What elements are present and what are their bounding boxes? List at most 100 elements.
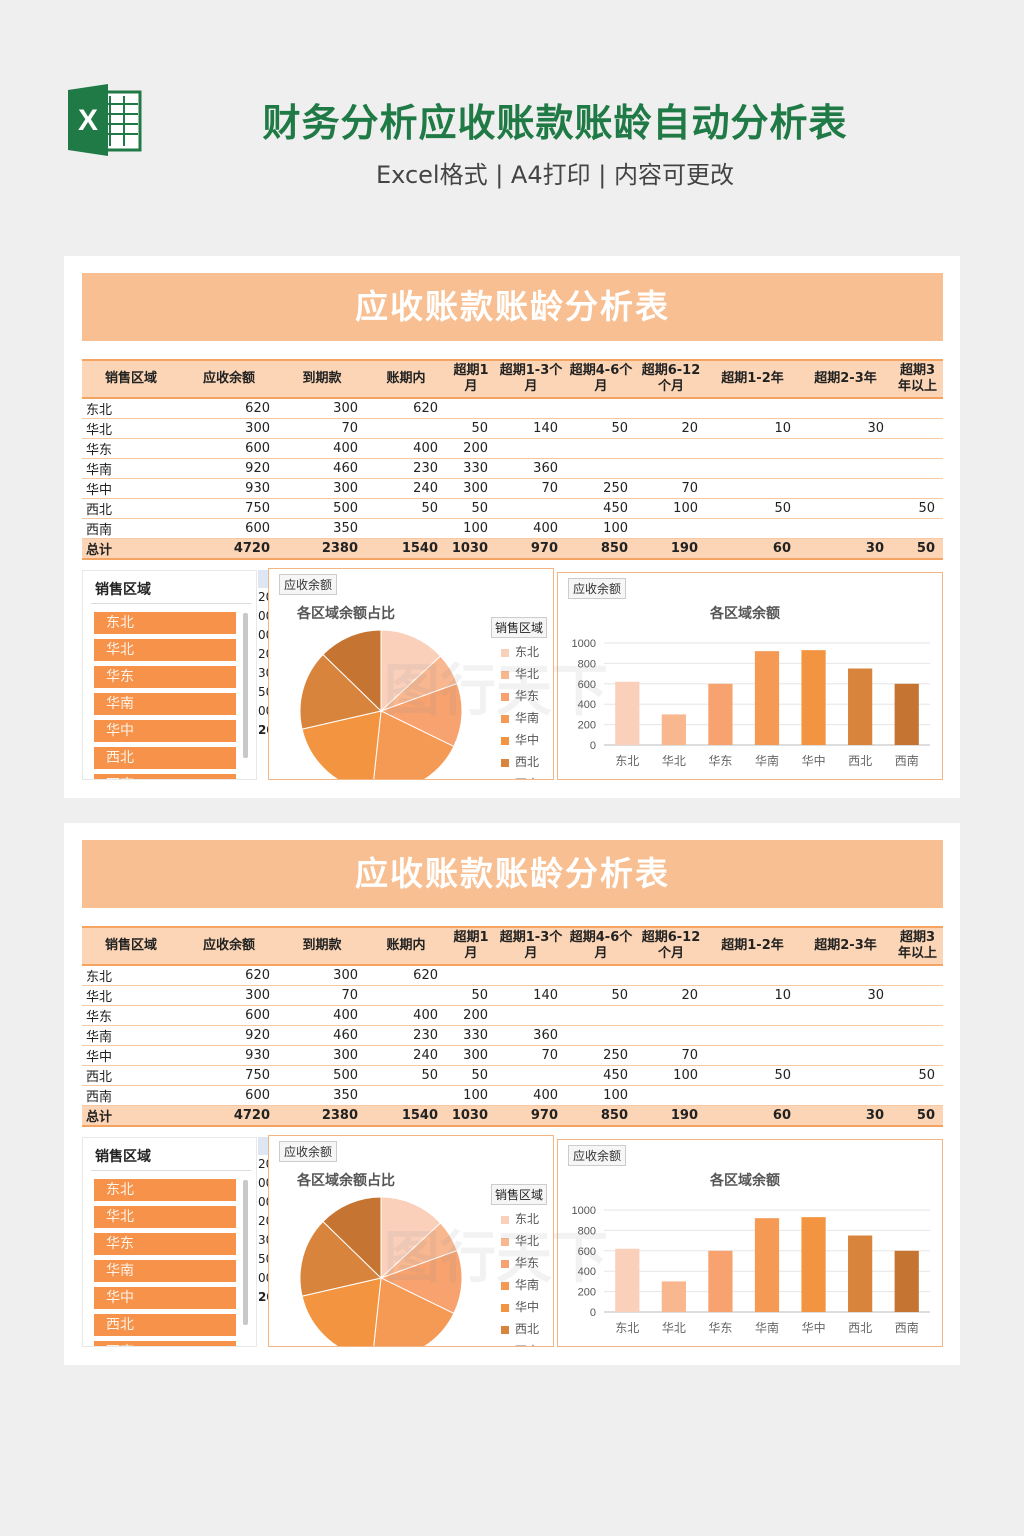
value-cell[interactable]: [799, 1085, 892, 1106]
total-cell[interactable]: 50: [892, 1105, 943, 1127]
bar-field-button[interactable]: 应收余额: [568, 578, 627, 599]
value-cell[interactable]: 300: [278, 398, 366, 419]
value-cell[interactable]: 240: [366, 1045, 446, 1066]
value-cell[interactable]: [892, 398, 943, 419]
value-cell[interactable]: [799, 438, 892, 459]
value-cell[interactable]: 750: [180, 498, 278, 519]
slicer-item[interactable]: 西南: [94, 774, 236, 779]
value-cell[interactable]: [706, 1045, 799, 1066]
value-cell[interactable]: 30: [799, 418, 892, 439]
value-cell[interactable]: [446, 965, 496, 986]
value-cell[interactable]: 140: [496, 418, 566, 439]
total-cell[interactable]: 50: [892, 538, 943, 560]
value-cell[interactable]: 50: [892, 1065, 943, 1086]
bar[interactable]: [615, 1248, 640, 1312]
value-cell[interactable]: 450: [566, 1065, 636, 1086]
value-cell[interactable]: [496, 398, 566, 419]
value-cell[interactable]: [799, 518, 892, 539]
total-cell[interactable]: 1030: [446, 1105, 496, 1127]
total-cell[interactable]: 60: [706, 1105, 799, 1127]
pie-slice[interactable]: [372, 1277, 455, 1347]
slicer-item[interactable]: 东北: [94, 1179, 236, 1201]
value-cell[interactable]: [446, 398, 496, 419]
value-cell[interactable]: 50: [446, 418, 496, 439]
value-cell[interactable]: 70: [278, 985, 366, 1006]
value-cell[interactable]: [706, 965, 799, 986]
value-cell[interactable]: 70: [496, 1045, 566, 1066]
region-cell[interactable]: 西北: [82, 1065, 180, 1086]
value-cell[interactable]: [566, 1025, 636, 1046]
value-cell[interactable]: [566, 398, 636, 419]
slicer-scrollbar[interactable]: [243, 1180, 248, 1325]
value-cell[interactable]: 350: [278, 518, 366, 539]
value-cell[interactable]: 50: [566, 985, 636, 1006]
value-cell[interactable]: 400: [366, 438, 446, 459]
value-cell[interactable]: 20: [636, 985, 706, 1006]
total-cell[interactable]: 60: [706, 538, 799, 560]
value-cell[interactable]: [799, 1045, 892, 1066]
value-cell[interactable]: 620: [366, 965, 446, 986]
value-cell[interactable]: [892, 458, 943, 479]
total-cell[interactable]: 970: [496, 1105, 566, 1127]
value-cell[interactable]: [636, 398, 706, 419]
value-cell[interactable]: 500: [278, 498, 366, 519]
region-cell[interactable]: 西北: [82, 498, 180, 519]
value-cell[interactable]: 600: [180, 1085, 278, 1106]
slicer-item[interactable]: 华中: [94, 720, 236, 742]
pie-legend-title[interactable]: 销售区域: [491, 617, 548, 638]
bar[interactable]: [801, 650, 826, 745]
value-cell[interactable]: [706, 478, 799, 499]
value-cell[interactable]: [566, 1005, 636, 1026]
value-cell[interactable]: 600: [180, 1005, 278, 1026]
pie-field-button[interactable]: 应收余额: [279, 1141, 338, 1162]
value-cell[interactable]: 100: [636, 1065, 706, 1086]
value-cell[interactable]: 50: [566, 418, 636, 439]
value-cell[interactable]: 70: [636, 1045, 706, 1066]
total-cell[interactable]: 30: [799, 538, 892, 560]
total-label[interactable]: 总计: [82, 1105, 180, 1127]
region-cell[interactable]: 西南: [82, 518, 180, 539]
slicer-item[interactable]: 东北: [94, 612, 236, 634]
bar[interactable]: [661, 714, 686, 745]
value-cell[interactable]: 620: [180, 965, 278, 986]
value-cell[interactable]: [636, 965, 706, 986]
region-cell[interactable]: 华中: [82, 478, 180, 499]
slicer-item[interactable]: 西北: [94, 1314, 236, 1336]
value-cell[interactable]: [799, 1065, 892, 1086]
bar-field-button[interactable]: 应收余额: [568, 1145, 627, 1166]
value-cell[interactable]: 300: [180, 985, 278, 1006]
region-cell[interactable]: 东北: [82, 965, 180, 986]
value-cell[interactable]: [799, 458, 892, 479]
value-cell[interactable]: [892, 1025, 943, 1046]
region-cell[interactable]: 华东: [82, 1005, 180, 1026]
value-cell[interactable]: 600: [180, 438, 278, 459]
value-cell[interactable]: 10: [706, 985, 799, 1006]
value-cell[interactable]: [799, 478, 892, 499]
total-cell[interactable]: 2380: [278, 1105, 366, 1127]
value-cell[interactable]: [706, 458, 799, 479]
value-cell[interactable]: [706, 1005, 799, 1026]
value-cell[interactable]: 30: [799, 985, 892, 1006]
bar[interactable]: [894, 1250, 919, 1312]
bar[interactable]: [848, 1235, 873, 1313]
value-cell[interactable]: [892, 985, 943, 1006]
region-cell[interactable]: 华南: [82, 1025, 180, 1046]
value-cell[interactable]: 920: [180, 458, 278, 479]
value-cell[interactable]: 50: [366, 498, 446, 519]
value-cell[interactable]: 10: [706, 418, 799, 439]
value-cell[interactable]: 70: [278, 418, 366, 439]
value-cell[interactable]: 300: [278, 1045, 366, 1066]
value-cell[interactable]: 620: [366, 398, 446, 419]
value-cell[interactable]: [566, 965, 636, 986]
bar[interactable]: [754, 1218, 780, 1312]
bar[interactable]: [661, 1281, 686, 1312]
value-cell[interactable]: 50: [706, 1065, 799, 1086]
value-cell[interactable]: 50: [892, 498, 943, 519]
region-cell[interactable]: 东北: [82, 398, 180, 419]
value-cell[interactable]: 400: [278, 1005, 366, 1026]
total-cell[interactable]: 190: [636, 1105, 706, 1127]
pie-slice[interactable]: [322, 1196, 382, 1280]
value-cell[interactable]: 330: [446, 1025, 496, 1046]
slicer-item[interactable]: 华北: [94, 1206, 236, 1228]
